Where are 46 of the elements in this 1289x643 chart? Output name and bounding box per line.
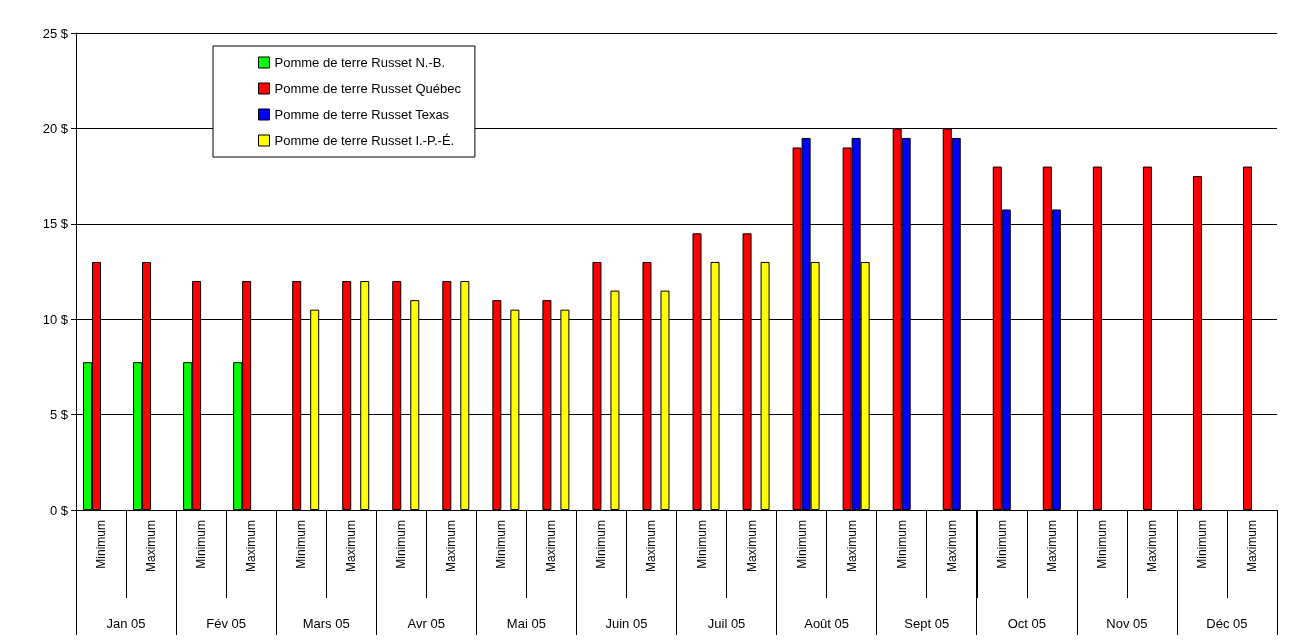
x-tick-label: Minimum (894, 520, 909, 569)
text: Déc 05 (1206, 616, 1248, 631)
y-tick-label: 0 $ (49, 502, 69, 518)
x-tick-label: Minimum (794, 520, 809, 569)
text: Jan 05 (106, 616, 146, 631)
legend-label: Pomme de terre Russet N.-B. (274, 55, 445, 70)
x-tick-label: Maximum (844, 520, 859, 573)
x-tick-label: Minimum (194, 520, 209, 569)
x-tick-label: Maximum (644, 520, 659, 573)
legend-label: Pomme de terre Russet Texas (274, 107, 450, 122)
text: Nov 05 (1106, 616, 1148, 631)
x-tick-label: Maximum (1144, 520, 1159, 573)
x-tick-label: Minimum (694, 520, 709, 569)
x-tick-label: Minimum (594, 520, 609, 569)
x-tick-label: Maximum (744, 520, 759, 573)
x-tick-label: Maximum (444, 520, 459, 573)
text: Août 05 (804, 616, 850, 631)
y-tick-label: 10 $ (42, 311, 69, 327)
x-tick-label: Minimum (294, 520, 309, 569)
text: Mai 05 (506, 616, 546, 631)
x-tick-label: Minimum (94, 520, 109, 569)
text: Sept 05 (904, 616, 950, 631)
y-tick-label: 5 $ (49, 407, 69, 423)
x-tick-label: Maximum (1244, 520, 1259, 573)
x-tick-label: Maximum (944, 520, 959, 573)
x-tick-label: Minimum (1194, 520, 1209, 569)
text: Mars 05 (302, 616, 350, 631)
text: Juil 05 (707, 616, 746, 631)
text: Fév 05 (206, 616, 246, 631)
x-tick-label: Minimum (494, 520, 509, 569)
x-tick-label: Minimum (1094, 520, 1109, 569)
x-tick-label: Minimum (394, 520, 409, 569)
y-tick-label: 20 $ (42, 120, 69, 136)
x-tick-label: Maximum (344, 520, 359, 573)
legend-label: Pomme de terre Russet Québec (274, 81, 462, 96)
x-tick-label: Maximum (1044, 520, 1059, 573)
text: Juin 05 (605, 616, 648, 631)
text: Oct 05 (1007, 616, 1046, 631)
x-tick-label: Maximum (244, 520, 259, 573)
y-tick-label: 15 $ (42, 216, 69, 232)
text: Avr 05 (407, 616, 445, 631)
x-tick-label: Minimum (994, 520, 1009, 569)
y-tick-label: 25 $ (42, 25, 69, 41)
x-tick-label: Maximum (544, 520, 559, 573)
legend-label: Pomme de terre Russet I.-P.-É. (274, 133, 455, 148)
x-tick-label: Maximum (144, 520, 159, 573)
